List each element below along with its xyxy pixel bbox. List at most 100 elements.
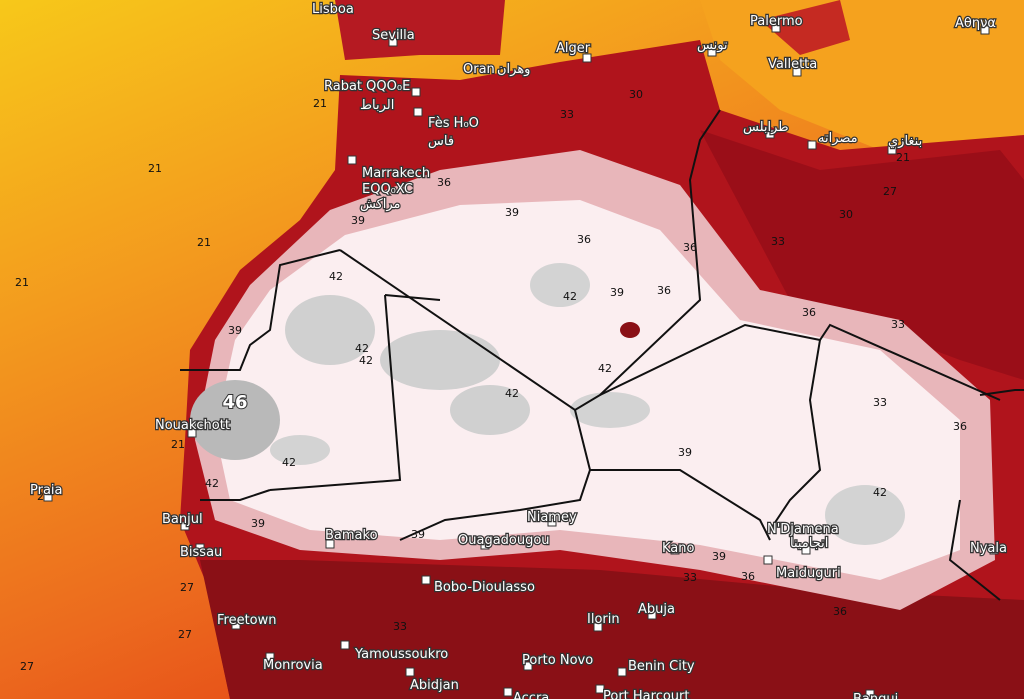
contour-label: 39 xyxy=(610,286,624,299)
contour-label: 33 xyxy=(393,620,407,633)
city-label: الرباط xyxy=(360,98,394,113)
contour-label: 42 xyxy=(505,387,519,400)
contour-label: 27 xyxy=(180,581,194,594)
contour-label: 21 xyxy=(313,97,327,110)
contour-label: 46 xyxy=(222,392,247,413)
city-marker xyxy=(670,545,680,555)
city-label: Banjul xyxy=(162,512,203,527)
contour-label: 42 xyxy=(205,477,219,490)
contour-label: 27 xyxy=(178,628,192,641)
city-marker xyxy=(421,575,431,585)
contour-label: 30 xyxy=(839,208,853,221)
city-marker xyxy=(231,620,241,630)
contour-label: 36 xyxy=(833,605,847,618)
contour-label: 21 xyxy=(171,438,185,451)
city-marker xyxy=(801,545,811,555)
contour-label: 36 xyxy=(437,176,451,189)
city-label: Benin City xyxy=(628,659,695,674)
contour-label: 39 xyxy=(678,446,692,459)
city-label: Lisboa xyxy=(312,2,354,17)
city-marker xyxy=(325,539,335,549)
city-marker xyxy=(347,155,357,165)
contour-label: 33 xyxy=(560,108,574,121)
city-labels: Lisboa Sevilla Alger تونس Palermo Αθηνα Vallet… xyxy=(29,1,1008,699)
contour-label: 39 xyxy=(411,528,425,541)
city-marker xyxy=(413,107,423,117)
city-label: Kano xyxy=(662,541,695,556)
city-label: مراكش xyxy=(360,197,401,212)
city-label: Monrovia xyxy=(263,658,323,673)
city-marker xyxy=(547,517,557,527)
city-label: طرابلس xyxy=(743,120,789,135)
city-label: Maiduguri xyxy=(776,566,841,581)
city-label: Palermo xyxy=(750,14,803,29)
city-marker xyxy=(503,687,513,697)
city-label: Bissau xyxy=(180,545,222,560)
contour-label: 39 xyxy=(228,324,242,337)
city-label: Ilorin xyxy=(587,612,620,627)
city-label: مصراته xyxy=(818,131,858,146)
city-label: فاس xyxy=(428,134,454,149)
city-marker xyxy=(595,684,605,694)
city-label: انجامينا xyxy=(790,536,828,551)
city-marker xyxy=(807,140,817,150)
contour-label: 39 xyxy=(712,550,726,563)
contour-label: 39 xyxy=(505,206,519,219)
city-marker xyxy=(707,47,717,57)
city-label: Sevilla xyxy=(372,28,415,43)
city-marker xyxy=(388,37,398,47)
city-label: Abidjan xyxy=(410,678,459,693)
city-marker xyxy=(195,543,205,553)
city-marker xyxy=(265,652,275,662)
city-label: Fès H₀O xyxy=(428,116,479,131)
city-label: Marrakech xyxy=(362,166,430,181)
city-label: Alger xyxy=(556,41,591,56)
city-label: Freetown xyxy=(217,613,277,628)
city-marker xyxy=(771,23,781,33)
city-label: Yamoussoukro xyxy=(354,647,448,662)
city-marker xyxy=(523,661,533,671)
contour-label: 36 xyxy=(577,233,591,246)
city-label: Nouakchott xyxy=(155,418,230,433)
contour-label: 21 xyxy=(896,151,910,164)
contour-label: 36 xyxy=(657,284,671,297)
borders xyxy=(180,109,1024,601)
city-label: Bamako xyxy=(325,528,378,543)
contour-label: 42 xyxy=(563,290,577,303)
city-marker xyxy=(411,87,421,97)
contour-label: 27 xyxy=(20,660,34,673)
city-marker xyxy=(763,555,773,565)
contour-label: 42 xyxy=(329,270,343,283)
city-marker xyxy=(180,521,190,531)
city-marker xyxy=(617,667,627,677)
contour-label: 30 xyxy=(629,88,643,101)
city-marker xyxy=(989,545,999,555)
contour-label: 42 xyxy=(359,354,373,367)
contour-label: 33 xyxy=(771,235,785,248)
contour-label: 42 xyxy=(282,456,296,469)
city-label: Valletta xyxy=(768,57,817,72)
city-label: Rabat QQO₀E xyxy=(324,79,410,94)
city-label: وهران xyxy=(497,62,530,77)
city-label: Nyala xyxy=(970,541,1007,556)
contour-label: 21 xyxy=(15,276,29,289)
city-label: Αθηνα xyxy=(955,16,996,31)
city-label: بنغازي xyxy=(888,134,922,149)
city-marker xyxy=(480,540,490,550)
city-label: N'Djamena xyxy=(767,522,839,537)
contour-label: 39 xyxy=(251,517,265,530)
city-marker xyxy=(43,492,53,502)
city-marker xyxy=(765,129,775,139)
city-marker xyxy=(980,25,990,35)
contour-label: 21 xyxy=(148,162,162,175)
city-label: Port Harcourt xyxy=(603,689,690,699)
city-marker xyxy=(593,622,603,632)
contour-label: 33 xyxy=(873,396,887,409)
contour-label: 36 xyxy=(802,306,816,319)
contour-label: 36 xyxy=(741,570,755,583)
contour-label: 36 xyxy=(683,241,697,254)
city-label: Bangui xyxy=(853,692,898,699)
contour-label: 33 xyxy=(891,318,905,331)
city-label: Ouagadougou xyxy=(458,533,550,548)
